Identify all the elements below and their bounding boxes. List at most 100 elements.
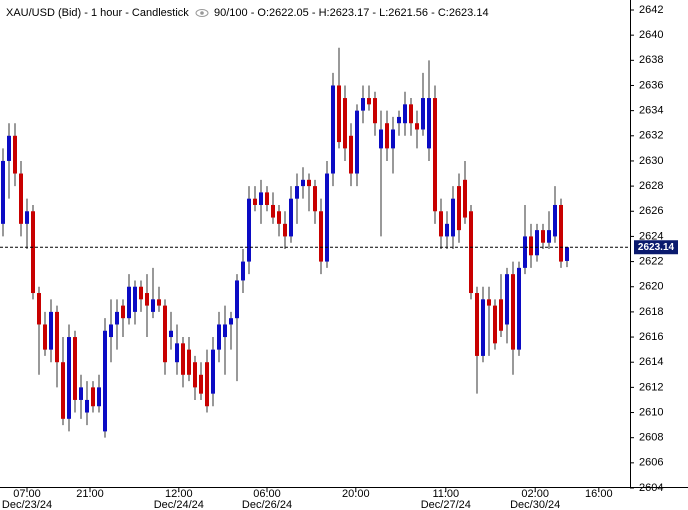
x-date-label: Dec/26/24 (242, 499, 292, 510)
y-tick-label: 2638 (639, 54, 663, 66)
candle-body (409, 104, 413, 124)
x-tick-label: 06:00 (253, 488, 281, 500)
candle-body (235, 280, 239, 319)
candle-body (61, 362, 65, 419)
y-tick-label: 2604 (639, 482, 663, 494)
candle-body (187, 349, 191, 375)
y-tick-label: 2612 (639, 381, 663, 393)
y-tick-label: 2620 (639, 281, 663, 293)
candle-body (403, 104, 407, 124)
candle-body (355, 110, 359, 174)
candle-body (433, 98, 437, 212)
candle-body (553, 204, 557, 237)
y-tick-label: 2616 (639, 331, 663, 343)
candle-body (265, 192, 269, 205)
candle-body (391, 129, 395, 149)
candle-body (313, 186, 317, 212)
candle-body (211, 349, 215, 394)
candle-body (103, 330, 107, 432)
candle-body (7, 135, 11, 161)
candle-body (193, 362, 197, 388)
candle-body (109, 324, 113, 338)
y-tick-label: 2608 (639, 432, 663, 444)
x-date-label: Dec/23/24 (2, 499, 52, 510)
y-tick-label: 2630 (639, 155, 663, 167)
candle-body (133, 286, 137, 312)
candle-body (529, 236, 533, 256)
candle-body (19, 173, 23, 224)
candle-body (325, 173, 329, 262)
candle-body (253, 198, 257, 205)
candle-body (301, 179, 305, 187)
y-tick-label: 2606 (639, 457, 663, 469)
x-tick-label: 12:00 (165, 488, 193, 500)
candle-body (67, 337, 71, 419)
candle-body (241, 261, 245, 281)
x-tick-label: 16:00 (585, 488, 613, 500)
candle-body (505, 274, 509, 325)
candle-body (31, 211, 35, 294)
candle-body (217, 324, 221, 350)
last-price-box (634, 240, 678, 255)
candle-body (565, 247, 569, 261)
y-tick-label: 2614 (639, 356, 663, 368)
candle-body (421, 98, 425, 130)
y-tick-label: 2628 (639, 180, 663, 192)
y-tick-label: 2634 (639, 105, 663, 117)
candle-body (43, 324, 47, 350)
candle-body (115, 311, 119, 325)
candle-body (139, 286, 143, 300)
candle-body (457, 186, 461, 231)
candle-body (169, 330, 173, 338)
candle-body (223, 324, 227, 338)
candle-body (469, 211, 473, 294)
candle-body (91, 387, 95, 407)
candle-body (385, 123, 389, 149)
candle-body (259, 192, 263, 205)
x-tick-label: 07:00 (13, 488, 41, 500)
candle-body (481, 299, 485, 356)
y-tick-label: 2640 (639, 29, 663, 41)
candle-body (37, 293, 41, 325)
candle-body (367, 98, 371, 105)
x-tick-label: 02:00 (521, 488, 549, 500)
x-date-label: Dec/24/24 (154, 499, 204, 510)
candle-body (487, 299, 491, 306)
candle-body (289, 198, 293, 237)
candle-body (517, 267, 521, 350)
candle-body (127, 286, 131, 319)
y-tick-label: 2642 (639, 4, 663, 16)
candle-body (535, 230, 539, 256)
candle-body (97, 387, 101, 407)
candle-body (493, 305, 497, 344)
candle-body (331, 85, 335, 174)
eye-icon (195, 9, 209, 17)
candle-body (427, 98, 431, 149)
ohlc-legend: 90/100 - O:2622.05 - H:2623.17 - L:2621.… (214, 7, 489, 19)
y-tick-label: 2624 (639, 230, 663, 242)
y-tick-label: 2618 (639, 306, 663, 318)
x-tick-label: 21:00 (76, 488, 104, 500)
candle-body (523, 236, 527, 268)
candle-body (361, 98, 365, 111)
candle-body (205, 362, 209, 407)
candle-body (295, 186, 299, 199)
candle-body (49, 311, 53, 350)
y-tick-label: 2636 (639, 79, 663, 91)
candle-body (439, 211, 443, 237)
candle-body (475, 293, 479, 356)
candle-body (55, 311, 59, 363)
x-tick-label: 11:00 (432, 488, 459, 500)
candle-body (397, 116, 401, 124)
candle-body (199, 374, 203, 394)
candle-body (175, 343, 179, 363)
candle-body (73, 337, 77, 400)
x-date-label: Dec/27/24 (421, 499, 471, 510)
candle-body (163, 305, 167, 363)
last-price-label: 2623.14 (638, 242, 675, 253)
y-tick-label: 2626 (639, 205, 663, 217)
candle-body (283, 223, 287, 237)
candle-body (1, 160, 5, 224)
